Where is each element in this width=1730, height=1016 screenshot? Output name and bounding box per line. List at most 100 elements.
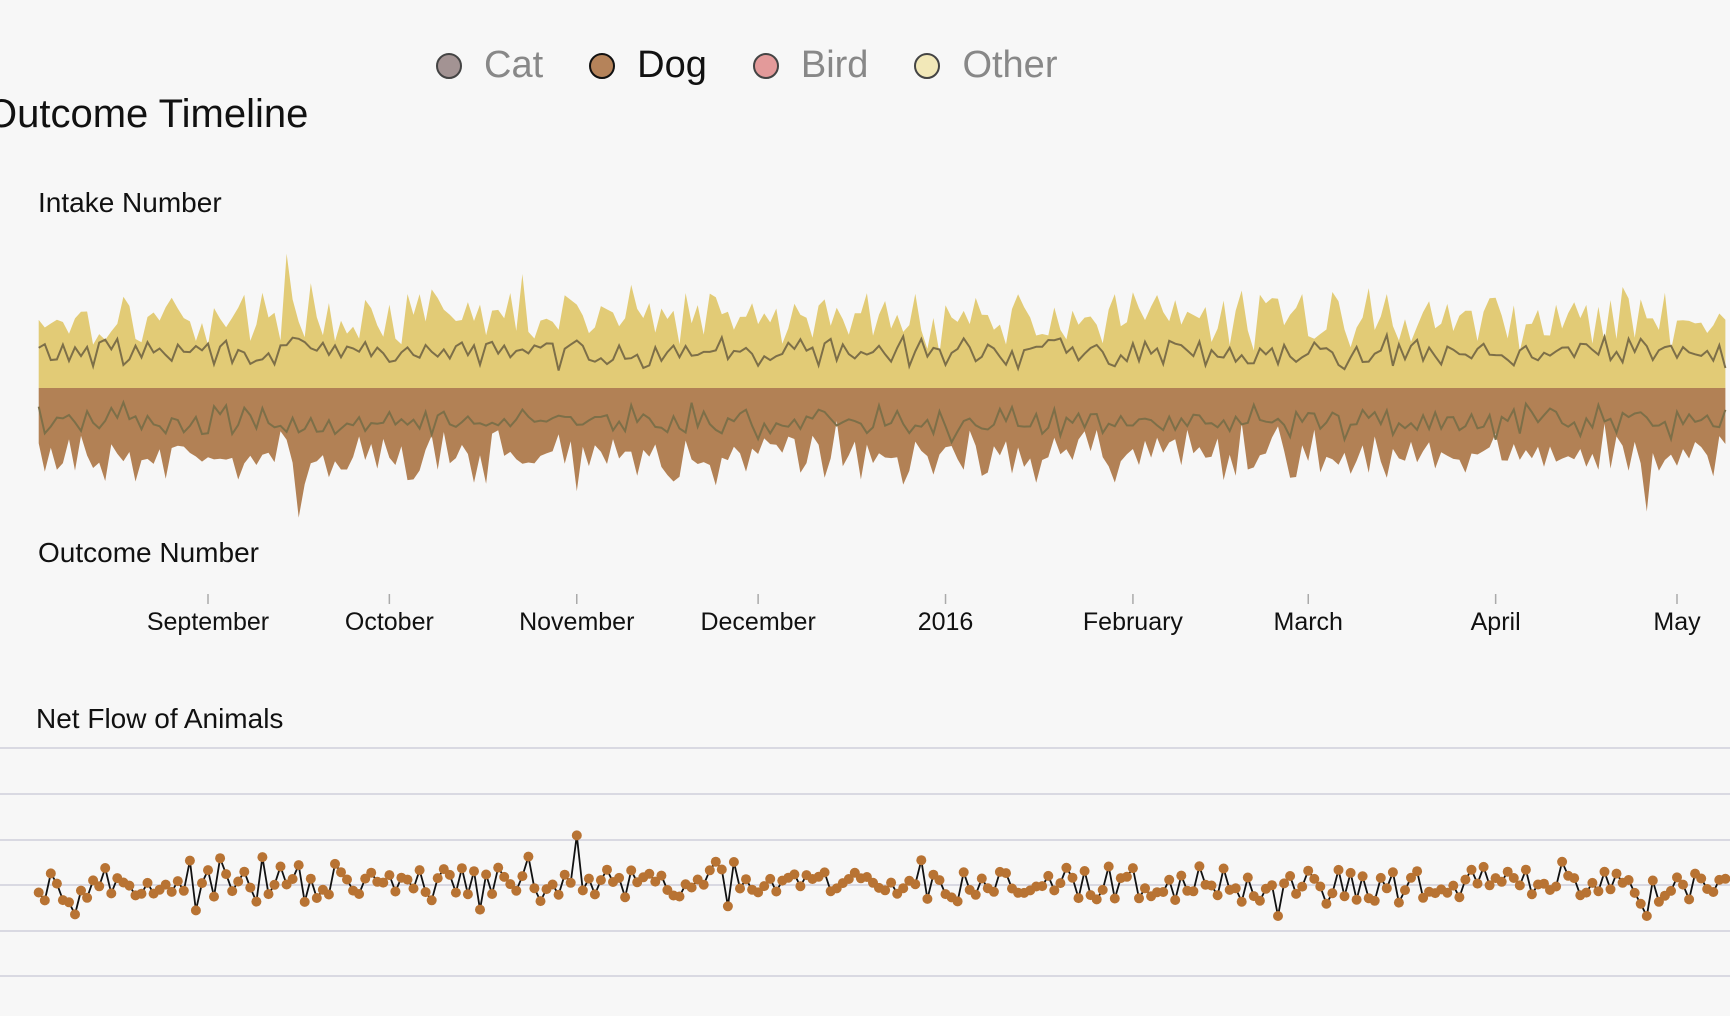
net-flow-point xyxy=(420,887,431,898)
net-flow-point xyxy=(1593,886,1604,897)
net-flow-point xyxy=(535,896,546,907)
net-flow-point xyxy=(275,861,286,872)
legend-item-cat[interactable]: Cat xyxy=(436,44,543,87)
net-flow-point xyxy=(1393,897,1404,908)
net-flow-point xyxy=(602,864,612,875)
net-flow-point xyxy=(450,887,461,898)
outcome-label: Outcome Number xyxy=(38,537,259,568)
net-flow-point xyxy=(239,866,250,877)
legend-item-dog[interactable]: Dog xyxy=(589,44,707,87)
net-flow-point xyxy=(1242,872,1253,883)
legend-dot-other xyxy=(914,52,941,79)
net-flow-point xyxy=(1454,892,1465,903)
net-flow-point xyxy=(378,877,389,888)
x-tick-label-october: October xyxy=(345,608,434,636)
net-flow-point xyxy=(184,855,195,866)
net-flow-point xyxy=(287,874,298,884)
net-flow-title: Net Flow of Animals xyxy=(36,703,284,734)
net-flow-point xyxy=(426,895,437,906)
net-flow-point xyxy=(462,889,473,900)
net-flow-point xyxy=(323,889,334,900)
net-flow-point xyxy=(1647,875,1658,886)
net-flow-point xyxy=(1061,862,1072,873)
net-flow-point xyxy=(1357,871,1368,882)
net-flow-point xyxy=(1230,883,1241,894)
net-flow-point xyxy=(82,892,93,903)
net-flow-point xyxy=(305,873,316,884)
legend-item-bird[interactable]: Bird xyxy=(752,44,868,87)
net-flow-point xyxy=(910,879,921,890)
net-flow-point xyxy=(94,881,105,892)
net-flow-point xyxy=(1466,864,1477,875)
net-flow-point xyxy=(710,856,721,867)
net-flow-point xyxy=(481,869,492,880)
net-flow-point xyxy=(172,876,183,887)
net-flow-point xyxy=(686,882,697,893)
net-flow-point xyxy=(741,874,751,885)
net-flow-point xyxy=(795,881,806,892)
net-flow-point xyxy=(976,873,987,884)
net-flow-point xyxy=(1073,893,1084,904)
net-flow-point xyxy=(1635,898,1646,909)
net-flow-point xyxy=(432,873,443,884)
net-flow-point xyxy=(1472,878,1483,889)
net-flow-point xyxy=(589,889,600,900)
net-flow-point xyxy=(160,879,171,890)
net-flow-point xyxy=(1206,880,1217,891)
net-flow-point xyxy=(1678,879,1688,890)
net-flow-point xyxy=(1508,873,1519,883)
net-flow-point xyxy=(898,883,909,894)
net-flow-point xyxy=(1387,867,1398,878)
legend-item-other[interactable]: Other xyxy=(914,44,1057,87)
net-flow-point xyxy=(1194,861,1205,872)
net-flow-point xyxy=(1611,868,1622,879)
net-flow-point xyxy=(789,869,800,880)
net-flow-point xyxy=(1569,873,1580,884)
net-flow-point xyxy=(819,867,830,878)
net-flow-point xyxy=(1321,898,1332,909)
net-flow-point xyxy=(1170,895,1181,905)
net-flow-point xyxy=(33,887,44,898)
net-flow-point xyxy=(843,874,854,884)
net-flow-point xyxy=(51,878,62,889)
net-flow-point xyxy=(1188,886,1199,897)
net-flow-point xyxy=(100,863,111,873)
net-flow-point xyxy=(759,881,770,892)
net-flow-point xyxy=(1345,867,1356,878)
net-flow-point xyxy=(559,869,570,880)
net-flow-point xyxy=(136,888,147,899)
net-flow-point xyxy=(1666,885,1676,896)
net-flow-point xyxy=(1526,889,1537,900)
net-flow-point xyxy=(475,904,485,915)
net-flow-point xyxy=(414,865,425,876)
net-flow-point xyxy=(39,895,50,906)
net-flow-point xyxy=(880,885,891,896)
outcome-line-dog xyxy=(37,399,1727,445)
net-flow-point xyxy=(1623,875,1634,885)
net-flow-point xyxy=(408,883,419,894)
net-flow-point xyxy=(1672,872,1682,883)
net-flow-point xyxy=(970,889,981,900)
net-flow-point xyxy=(1381,883,1392,894)
net-flow-point xyxy=(197,878,207,889)
net-flow-point xyxy=(1327,888,1338,899)
net-flow-point xyxy=(620,892,631,903)
x-tick-label-2016: 2016 xyxy=(918,608,974,636)
net-flow-point xyxy=(1599,866,1610,877)
net-flow-point xyxy=(1315,881,1326,892)
net-flow-point xyxy=(547,879,558,890)
net-flow-point xyxy=(577,885,588,896)
net-flow-point xyxy=(614,872,625,883)
net-flow-point xyxy=(583,873,594,884)
net-flow-point xyxy=(1605,884,1616,895)
net-flow-point xyxy=(656,870,667,881)
net-flow-point xyxy=(336,867,346,878)
net-flow-point xyxy=(553,889,564,900)
net-flow-point xyxy=(1297,881,1308,892)
net-flow-point xyxy=(1236,896,1247,907)
net-flow-point xyxy=(1254,895,1265,906)
net-flow-point xyxy=(1684,894,1695,905)
net-flow-point xyxy=(1400,885,1410,896)
net-flow-point xyxy=(1484,880,1495,891)
net-flow-point xyxy=(1176,870,1187,881)
